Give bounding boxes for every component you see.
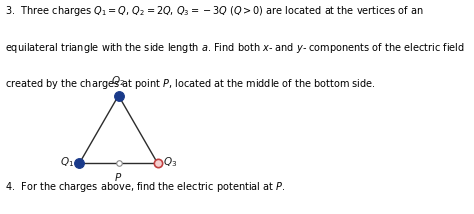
Text: 4.  For the charges above, find the electric potential at $P$.: 4. For the charges above, find the elect…: [5, 180, 285, 194]
Text: created by the charges at point $P$, located at the middle of the bottom side.: created by the charges at point $P$, loc…: [5, 77, 375, 91]
Text: $Q_2$: $Q_2$: [111, 75, 126, 88]
Text: equilateral triangle with the side length $a$. Find both $x$- and $y$- component: equilateral triangle with the side lengt…: [5, 41, 465, 55]
Text: $P$: $P$: [114, 171, 122, 183]
Text: $Q_3$: $Q_3$: [163, 155, 177, 169]
Text: $Q_1$: $Q_1$: [60, 155, 74, 169]
Text: 3.  Three charges $Q_1 = Q$, $Q_2 = 2Q$, $Q_3 = -3Q$ ($Q>0$) are located at the : 3. Three charges $Q_1 = Q$, $Q_2 = 2Q$, …: [5, 4, 423, 18]
